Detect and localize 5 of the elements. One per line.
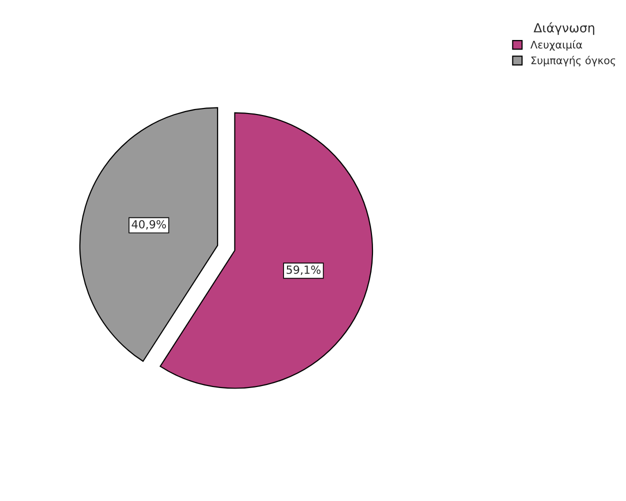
data-label: 40,9% bbox=[132, 220, 166, 230]
legend-label: Λευχαιμία bbox=[530, 40, 582, 51]
legend-title: Διάγνωση bbox=[534, 22, 594, 35]
data-label: 59,1% bbox=[286, 266, 320, 276]
legend-label: Συμπαγής όγκος bbox=[531, 56, 616, 66]
